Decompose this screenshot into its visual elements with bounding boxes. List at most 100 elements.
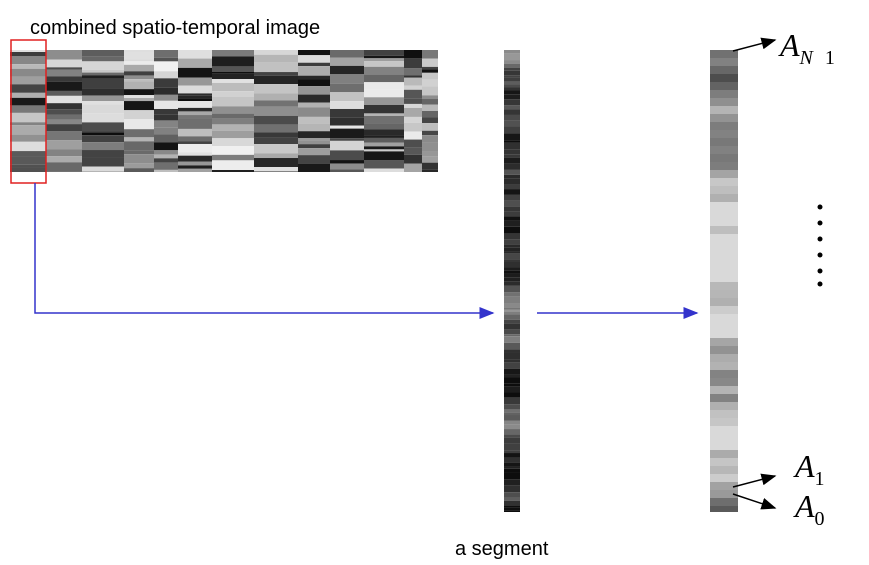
texture xyxy=(504,297,520,304)
texture xyxy=(298,86,330,94)
texture xyxy=(504,273,520,277)
texture xyxy=(212,131,254,138)
texture xyxy=(364,146,404,149)
texture xyxy=(504,189,520,194)
texture xyxy=(46,67,82,69)
texture xyxy=(46,59,82,67)
texture xyxy=(504,184,520,189)
texture xyxy=(404,104,422,108)
texture xyxy=(298,138,330,140)
texture xyxy=(364,151,404,160)
texture xyxy=(82,130,124,132)
texture xyxy=(330,138,364,141)
texture xyxy=(710,410,738,418)
texture xyxy=(46,50,82,59)
texture xyxy=(154,170,178,172)
texture xyxy=(154,163,178,170)
texture xyxy=(710,434,738,442)
texture xyxy=(154,88,178,95)
texture xyxy=(504,310,520,312)
texture xyxy=(504,412,520,415)
texture xyxy=(212,56,254,66)
texture xyxy=(46,124,82,131)
texture xyxy=(504,247,520,251)
label-sub: N xyxy=(799,47,815,69)
texture xyxy=(710,82,738,90)
texture xyxy=(154,115,178,121)
texture xyxy=(254,101,298,107)
texture xyxy=(254,153,298,158)
texture xyxy=(330,129,364,139)
texture xyxy=(330,126,364,129)
label: A1 xyxy=(793,448,825,490)
texture xyxy=(154,95,178,101)
texture xyxy=(364,149,404,151)
texture xyxy=(404,98,422,104)
texture xyxy=(504,363,520,369)
texture xyxy=(82,142,124,150)
texture xyxy=(404,86,422,90)
texture xyxy=(178,108,212,112)
texture xyxy=(46,91,82,96)
texture xyxy=(124,79,154,81)
texture xyxy=(710,122,738,130)
texture xyxy=(710,274,738,282)
texture xyxy=(10,69,46,77)
texture xyxy=(330,109,364,118)
texture xyxy=(82,78,124,88)
texture xyxy=(330,141,364,151)
texture xyxy=(710,506,738,512)
texture xyxy=(504,78,520,82)
texture xyxy=(124,95,154,98)
texture xyxy=(504,469,520,473)
texture xyxy=(504,453,520,458)
texture xyxy=(422,105,438,111)
texture xyxy=(254,125,298,132)
texture xyxy=(422,79,438,86)
texture xyxy=(298,66,330,76)
texture xyxy=(422,163,438,170)
texture xyxy=(710,242,738,250)
texture xyxy=(504,510,520,512)
texture xyxy=(504,286,520,292)
texture xyxy=(124,89,154,95)
texture xyxy=(504,498,520,501)
texture xyxy=(330,84,364,93)
texture xyxy=(330,66,364,74)
texture xyxy=(710,466,738,474)
texture xyxy=(364,75,404,83)
texture xyxy=(710,290,738,298)
texture xyxy=(422,50,438,59)
texture xyxy=(504,71,520,75)
texture xyxy=(710,306,738,314)
texture xyxy=(178,101,212,108)
texture xyxy=(212,50,254,56)
texture xyxy=(46,70,82,76)
texture xyxy=(178,98,212,101)
texture xyxy=(10,156,46,165)
texture xyxy=(154,120,178,127)
texture xyxy=(46,109,82,114)
texture xyxy=(10,98,46,106)
texture xyxy=(298,107,330,117)
texture xyxy=(710,162,738,170)
texture xyxy=(710,346,738,354)
texture xyxy=(124,154,154,163)
texture xyxy=(504,271,520,273)
texture xyxy=(82,104,124,113)
texture xyxy=(710,370,738,378)
texture xyxy=(364,105,404,113)
texture xyxy=(212,170,254,172)
texture xyxy=(504,352,520,359)
texture xyxy=(422,111,438,117)
label-after: 1 xyxy=(825,47,835,69)
texture xyxy=(404,58,422,68)
texture xyxy=(504,75,520,77)
texture xyxy=(82,70,124,73)
texture xyxy=(710,170,738,178)
texture xyxy=(212,66,254,71)
texture xyxy=(330,58,364,66)
texture xyxy=(124,101,154,110)
texture xyxy=(298,117,330,124)
texture xyxy=(254,50,298,55)
